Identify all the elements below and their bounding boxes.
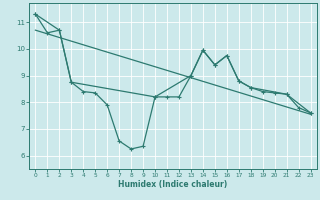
X-axis label: Humidex (Indice chaleur): Humidex (Indice chaleur) [118,180,228,189]
